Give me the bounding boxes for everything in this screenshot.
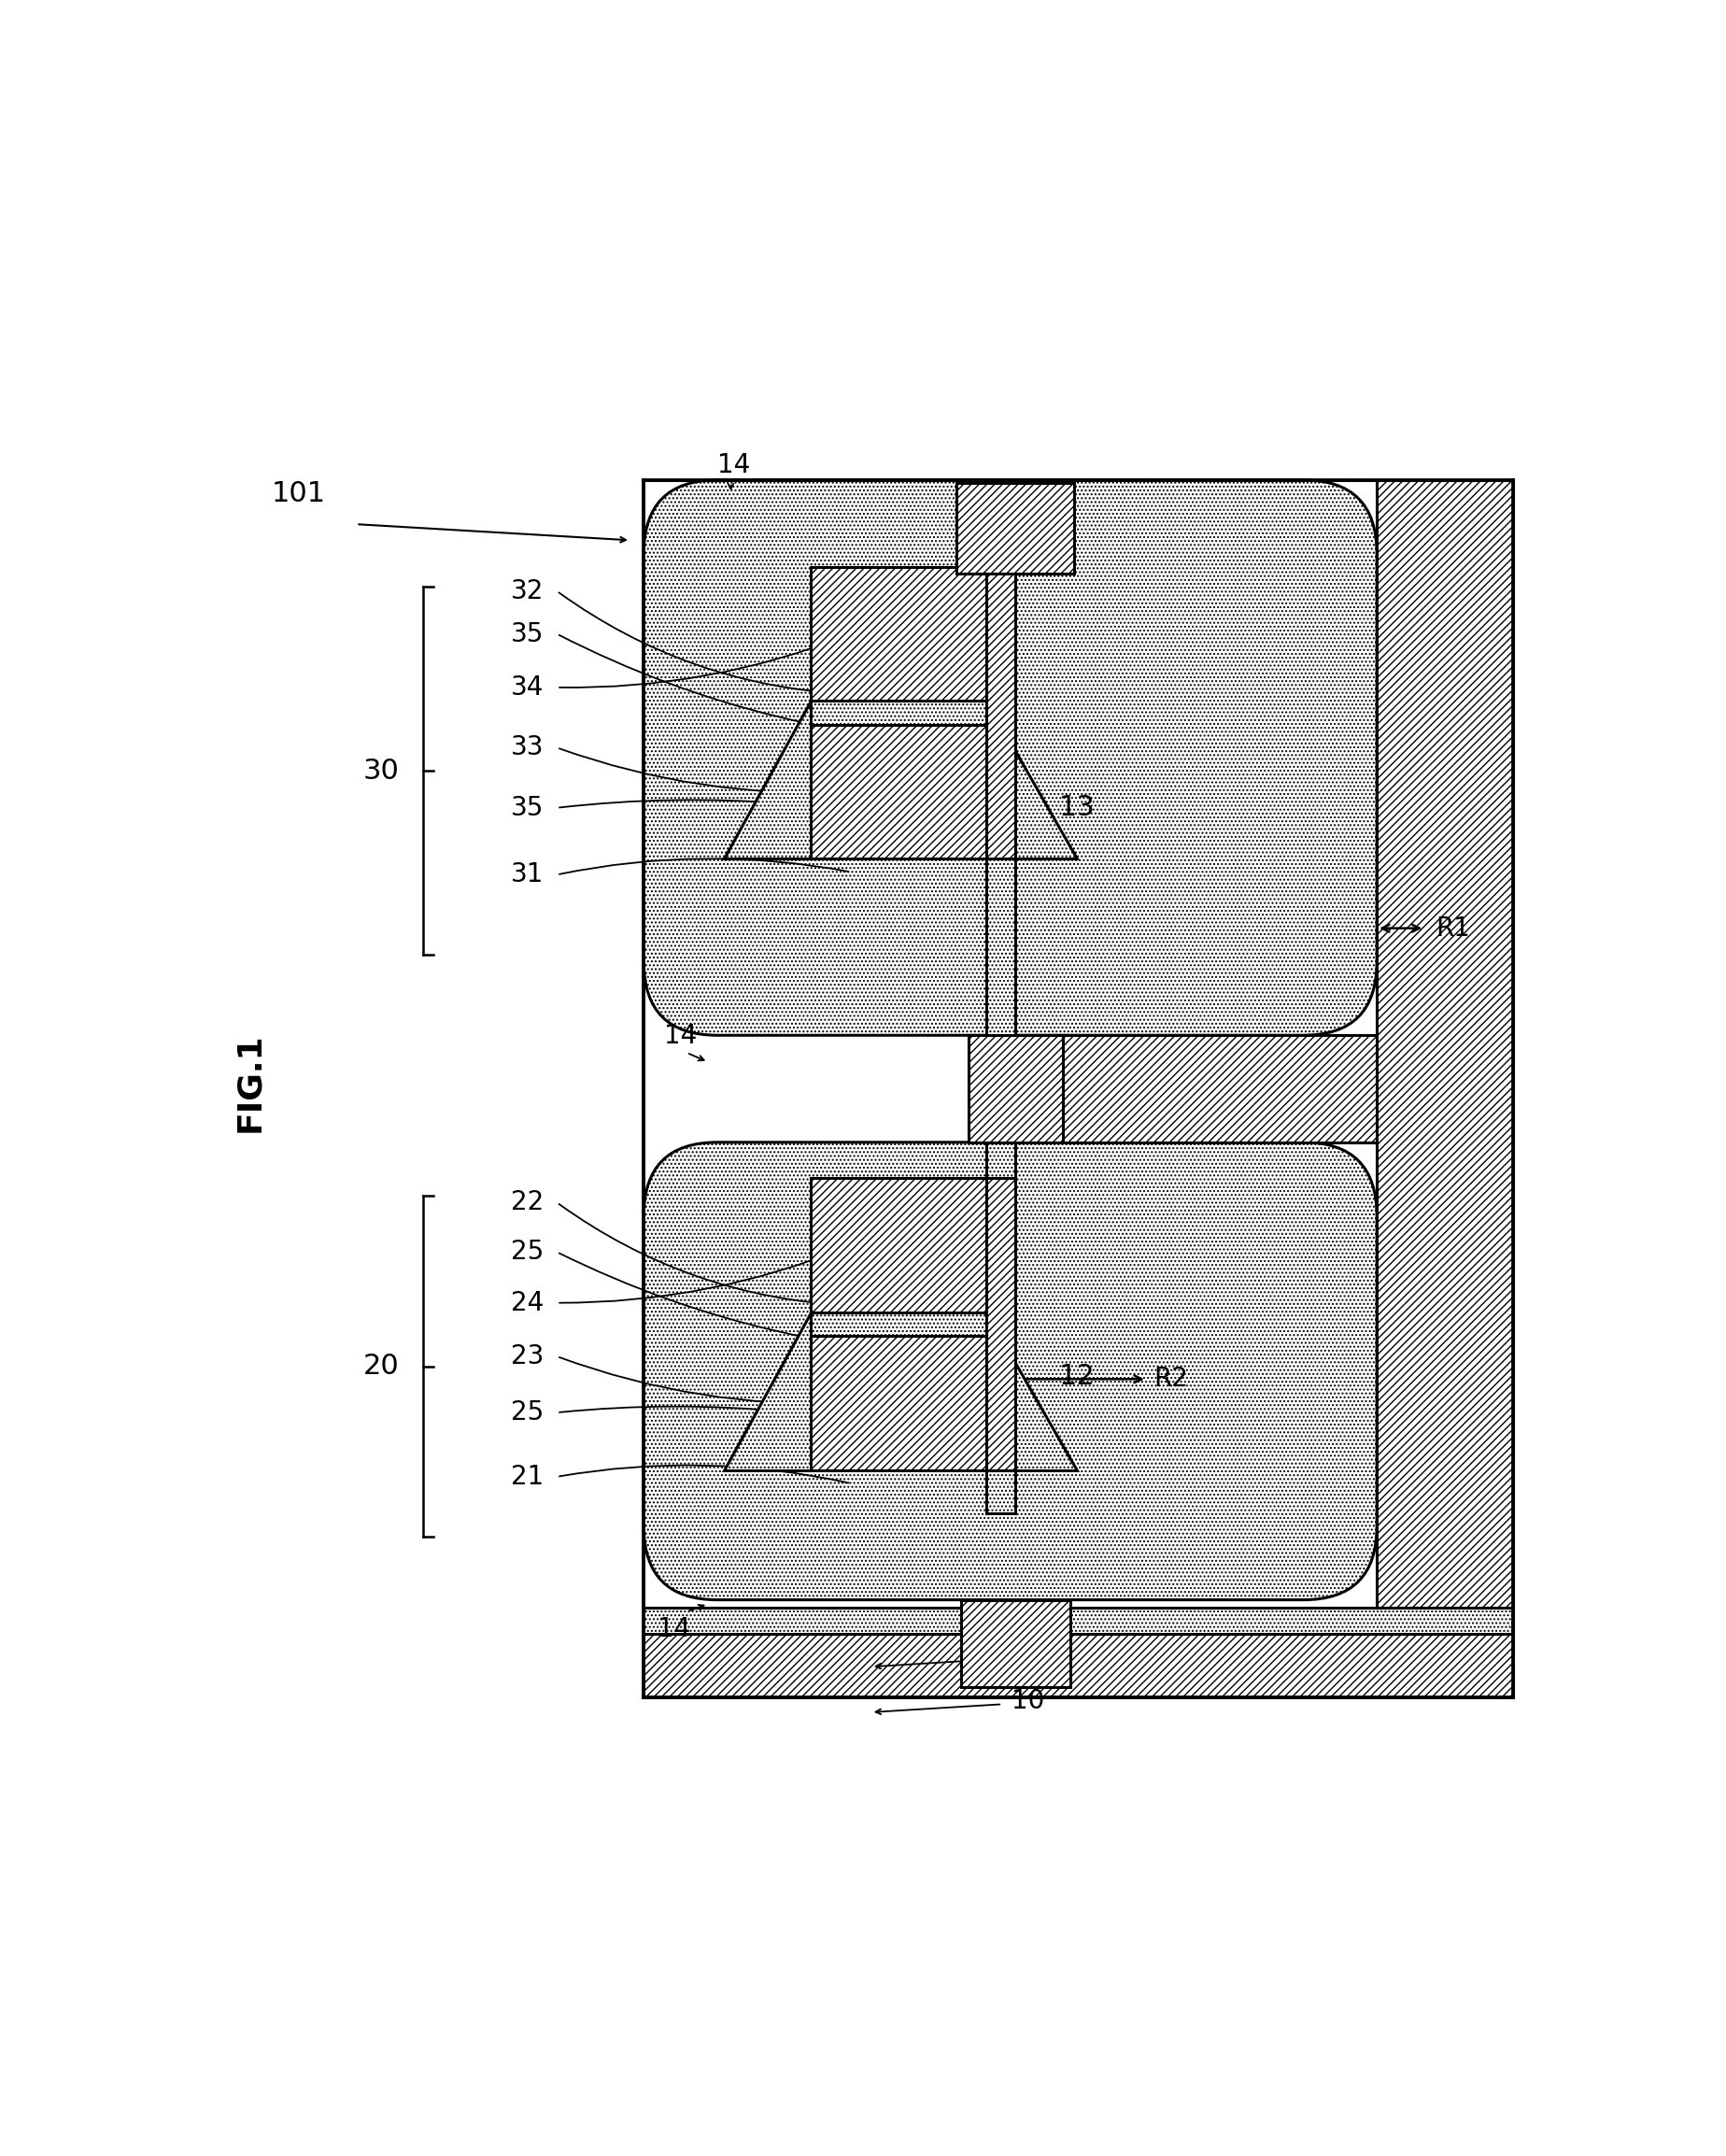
Text: 14: 14 — [665, 1022, 697, 1048]
Text: 10: 10 — [1011, 1688, 1044, 1714]
Text: 35: 35 — [511, 621, 544, 647]
Text: R2: R2 — [1153, 1367, 1187, 1393]
FancyBboxPatch shape — [644, 1143, 1377, 1600]
Bar — [986, 1143, 1015, 1283]
Bar — [644, 1608, 1514, 1634]
Polygon shape — [725, 1313, 811, 1470]
Text: 35: 35 — [511, 796, 544, 821]
Bar — [956, 483, 1075, 573]
Text: 12: 12 — [1058, 1363, 1094, 1391]
Text: 30: 30 — [362, 757, 399, 785]
Bar — [811, 724, 986, 858]
Polygon shape — [986, 1313, 1077, 1470]
Text: 31: 31 — [511, 862, 544, 888]
Polygon shape — [725, 701, 811, 858]
Text: 25: 25 — [511, 1240, 544, 1266]
Text: 13: 13 — [1058, 793, 1094, 821]
Text: 25: 25 — [511, 1399, 544, 1425]
Text: 101: 101 — [273, 481, 326, 507]
Bar — [986, 858, 1015, 1035]
Bar — [811, 567, 986, 701]
Text: 14: 14 — [658, 1615, 690, 1643]
Text: FIG.1: FIG.1 — [233, 1033, 266, 1132]
Bar — [968, 1035, 1063, 1143]
Bar — [811, 701, 986, 724]
Polygon shape — [986, 701, 1077, 858]
FancyBboxPatch shape — [644, 481, 1377, 1035]
Text: 20: 20 — [362, 1352, 399, 1380]
Bar — [1377, 481, 1514, 1608]
Text: 22: 22 — [511, 1190, 544, 1216]
Bar — [986, 1035, 1377, 1143]
Text: R1: R1 — [1436, 914, 1471, 942]
Text: 14: 14 — [718, 453, 751, 479]
Bar — [961, 1600, 1070, 1686]
Text: 21: 21 — [511, 1464, 544, 1490]
Bar — [986, 481, 1015, 573]
Text: 34: 34 — [511, 675, 544, 701]
Text: 32: 32 — [511, 578, 544, 604]
Bar — [986, 573, 1015, 701]
Bar — [986, 1179, 1015, 1470]
Text: 33: 33 — [511, 735, 544, 761]
Text: 24: 24 — [511, 1289, 544, 1315]
Bar — [986, 567, 1015, 858]
Bar — [986, 1470, 1015, 1514]
Text: 23: 23 — [511, 1343, 544, 1369]
Bar — [644, 1634, 1514, 1697]
Bar — [811, 1179, 986, 1313]
Bar — [811, 1313, 986, 1337]
Bar — [811, 1337, 986, 1470]
Text: 11: 11 — [1011, 1643, 1044, 1669]
